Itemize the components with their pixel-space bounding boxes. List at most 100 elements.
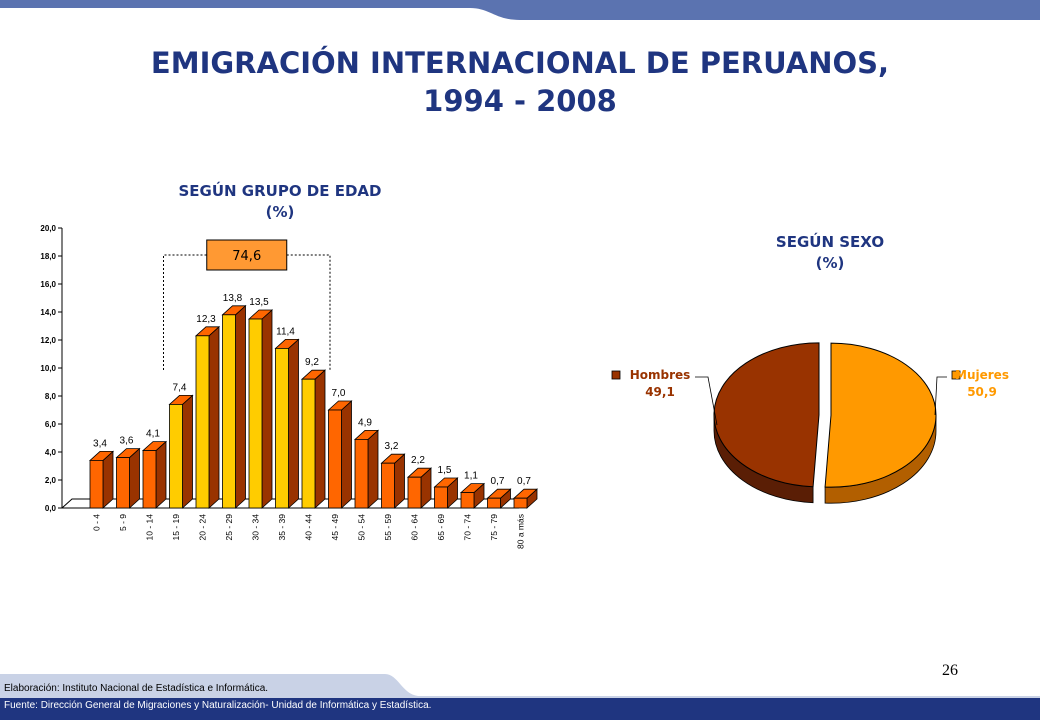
bar — [142, 450, 157, 509]
bar — [301, 378, 316, 509]
x-tick-label: 60 - 64 — [410, 514, 420, 541]
footer-source-text: Fuente: Dirección General de Migraciones… — [4, 700, 432, 711]
bar — [89, 459, 104, 509]
bar-value-label: 4,1 — [146, 429, 160, 440]
pie-value-label: 50,9 — [967, 385, 997, 399]
bar — [487, 497, 501, 509]
bar-value-label: 3,6 — [120, 436, 134, 447]
x-tick-label: 80 a más — [516, 514, 526, 549]
x-tick-label: 10 - 14 — [145, 514, 155, 541]
bar — [248, 318, 263, 509]
y-tick-label: 2,0 — [45, 476, 57, 485]
bar-value-label: 3,2 — [385, 441, 399, 452]
annotation-label: 74,6 — [232, 249, 261, 264]
y-tick-label: 6,0 — [45, 420, 57, 429]
y-tick-label: 0,0 — [45, 504, 57, 513]
y-tick-label: 8,0 — [45, 392, 57, 401]
footer-elaboration-text: Elaboración: Instituto Nacional de Estad… — [4, 683, 269, 694]
slide-title-line2: 1994 - 2008 — [423, 84, 617, 118]
pie-chart-title-text: SEGÚN SEXO — [775, 233, 885, 251]
bar — [328, 409, 342, 509]
bar-side — [102, 450, 114, 509]
bar-value-label: 0,7 — [491, 476, 505, 487]
bar — [460, 492, 475, 509]
age-group-bar-chart: 0,0 2,0 4,0 6,0 8,0 10,0 12,0 14,0 16,0 18,0 20,0 7… — [40, 224, 539, 549]
bar-side — [129, 447, 140, 509]
y-tick-label: 14,0 — [40, 308, 56, 317]
bar — [513, 497, 528, 509]
x-tick-label: 25 - 29 — [224, 514, 234, 541]
y-tick-label: 18,0 — [40, 252, 56, 261]
x-tick-label: 15 - 19 — [171, 514, 181, 541]
bar-value-label: 2,2 — [411, 455, 425, 466]
bar-side — [261, 309, 273, 509]
bar-value-label: 1,5 — [438, 465, 452, 476]
x-tick-label: 70 - 74 — [463, 514, 473, 541]
slide-title: EMIGRACIÓN INTERNACIONAL DE PERUANOS, 19… — [0, 44, 1040, 120]
x-tick-label: 50 - 54 — [357, 514, 367, 541]
x-tick-label: 40 - 44 — [304, 514, 314, 541]
x-tick-label: 20 - 24 — [198, 514, 208, 541]
bar-side — [314, 369, 326, 509]
x-tick-label: 35 - 39 — [277, 514, 287, 541]
bar-value-label: 12,3 — [196, 314, 216, 325]
annotation-box — [206, 239, 288, 271]
sex-pie-chart: Hombres 49,1 Mujeres 50,9 — [611, 342, 1009, 504]
pie-legend-swatch — [611, 370, 621, 380]
pie-value-label: 49,1 — [645, 385, 675, 399]
bar-side — [182, 394, 193, 509]
x-tick-label: 65 - 69 — [436, 514, 446, 541]
y-tick-label: 16,0 — [40, 280, 56, 289]
bar — [434, 486, 448, 509]
y-tick-label: 10,0 — [40, 364, 56, 373]
pie-chart-title: SEGÚN SEXO (%) — [720, 232, 940, 274]
bar-chart-title-text: SEGÚN GRUPO DE EDAD — [178, 182, 382, 200]
y-tick-label: 12,0 — [40, 336, 56, 345]
pie-legend-label: Mujeres — [955, 368, 1009, 382]
bar-value-label: 11,4 — [276, 326, 295, 337]
page-number: 26 — [942, 662, 958, 679]
bar — [407, 476, 422, 509]
pie-slice-hombres — [713, 342, 820, 488]
bar-value-label: 1,1 — [464, 471, 478, 482]
pie-leader-line — [934, 376, 947, 416]
footer-band — [0, 674, 1040, 720]
bar-value-label: 13,5 — [249, 297, 269, 308]
bar — [116, 457, 130, 509]
bar — [169, 403, 183, 509]
pie-legend-swatch — [951, 370, 961, 380]
x-tick-label: 30 - 34 — [251, 514, 261, 541]
bar-value-label: 13,8 — [223, 293, 243, 304]
bar-value-label: 9,2 — [305, 357, 319, 368]
pie-legend-label: Hombres — [630, 368, 691, 382]
pie-chart-subtitle-text: (%) — [815, 254, 845, 272]
bar-side — [235, 304, 246, 509]
y-tick-label: 20,0 — [40, 224, 56, 233]
slide-title-line1: EMIGRACIÓN INTERNACIONAL DE PERUANOS, — [150, 46, 890, 80]
bar-value-label: 7,0 — [332, 388, 346, 399]
x-tick-label: 0 - 4 — [92, 514, 102, 531]
pie-leader-line — [695, 376, 718, 426]
bar-side — [208, 325, 220, 509]
x-tick-label: 45 - 49 — [330, 514, 340, 541]
x-tick-label: 5 - 9 — [118, 514, 128, 531]
bar-side — [341, 400, 352, 509]
bar-chart-title: SEGÚN GRUPO DE EDAD (%) — [120, 181, 440, 223]
y-tick-label: 4,0 — [45, 448, 57, 457]
top-header-band — [0, 0, 1040, 20]
bar — [354, 438, 369, 509]
bar — [222, 314, 236, 509]
bar-side — [367, 429, 379, 509]
bar-side — [288, 338, 299, 509]
pie-slice-mujeres — [824, 342, 937, 488]
bar-chart-subtitle-text: (%) — [265, 203, 295, 221]
bar-side — [155, 440, 167, 509]
bar — [381, 462, 395, 509]
bar-value-label: 3,4 — [93, 438, 107, 449]
bar — [195, 335, 210, 509]
bar-value-label: 7,4 — [173, 382, 187, 393]
bar-value-label: 0,7 — [517, 476, 531, 487]
x-tick-label: 75 - 79 — [489, 514, 499, 541]
x-tick-label: 55 - 59 — [383, 514, 393, 541]
bar — [275, 347, 289, 509]
